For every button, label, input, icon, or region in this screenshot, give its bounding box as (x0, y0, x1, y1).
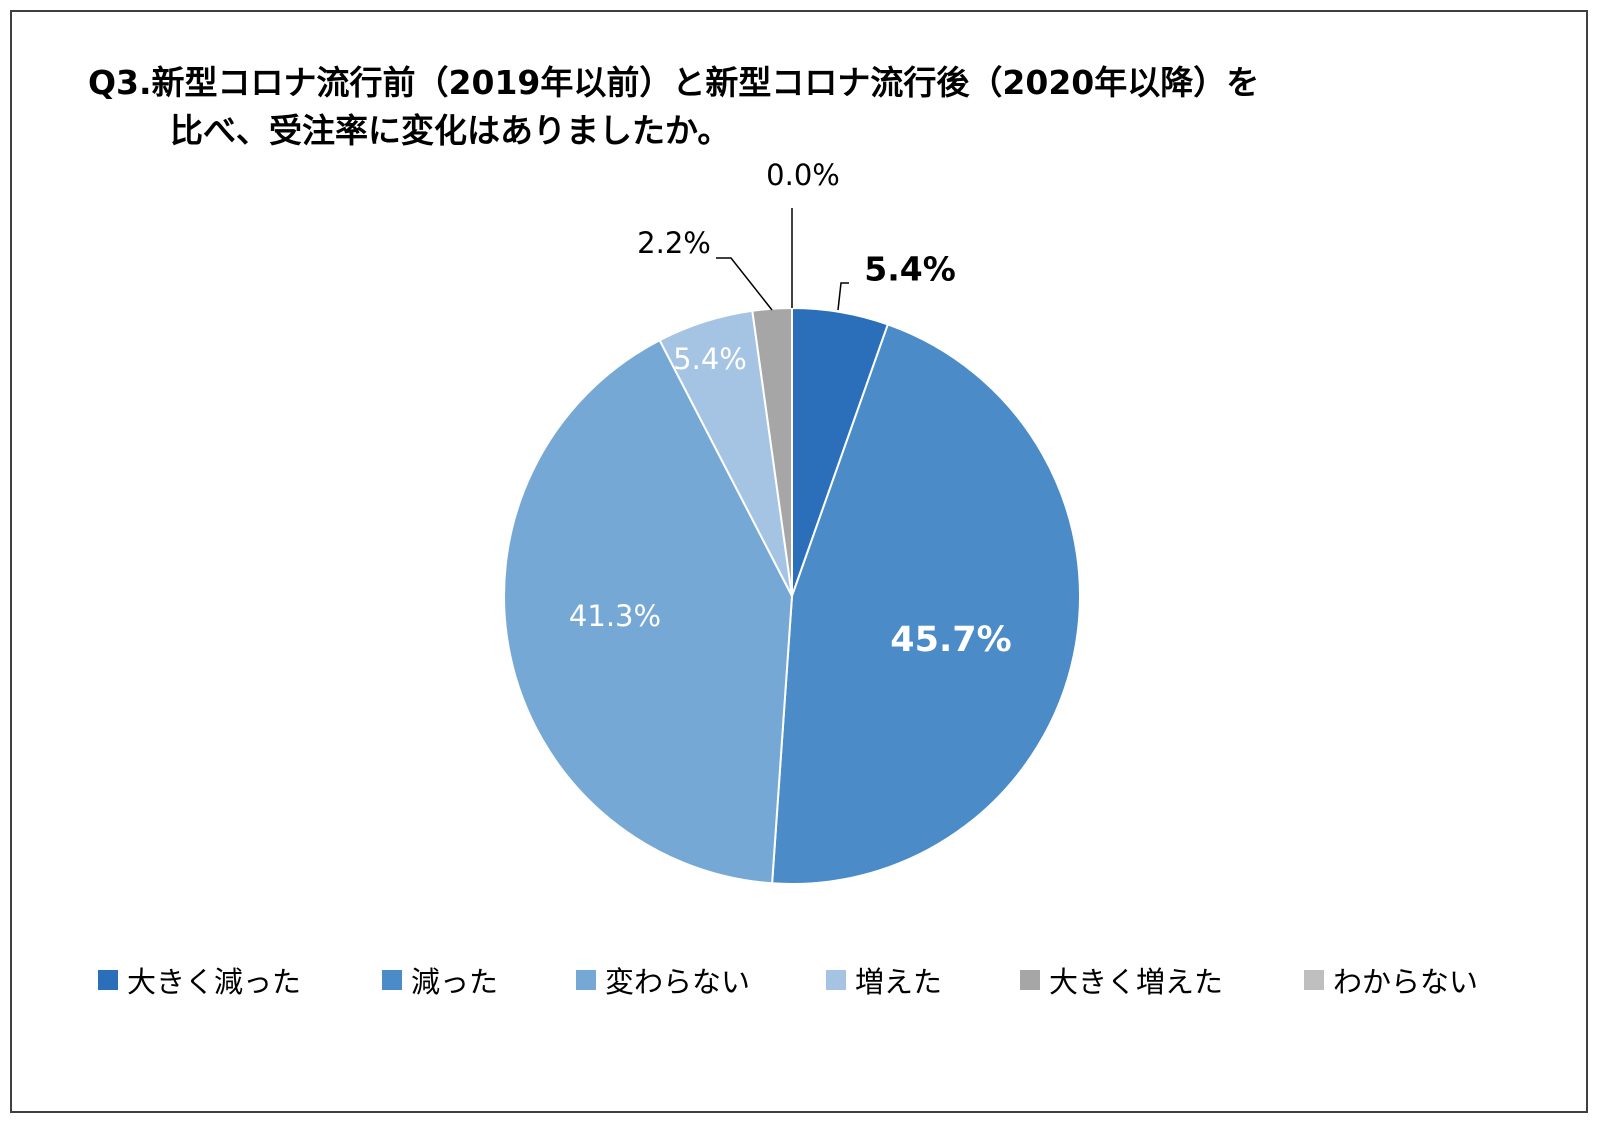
legend-label-no-change: 変わらない (605, 965, 751, 999)
legend-swatch-unknown (1304, 970, 1324, 990)
legend-swatch-decrease (382, 970, 402, 990)
data-label-no-change: 41.3% (569, 599, 661, 633)
legend-swatch-no-change (576, 970, 596, 990)
legend-item-unknown: わからない (1304, 960, 1478, 1000)
legend-item-decrease: 減った (382, 960, 498, 1000)
legend-label-large-increase: 大きく増えた (1049, 965, 1224, 999)
legend-label-increase: 増えた (855, 965, 943, 999)
data-label-increase: 5.4% (673, 342, 747, 376)
legend-label-large-decrease: 大きく減った (127, 965, 302, 999)
leader-line-large-decrease (837, 282, 849, 311)
chart-title-line2: 比べ、受注率に変化はありましたか。 (170, 111, 731, 150)
legend-swatch-large-increase (1020, 970, 1040, 990)
data-label-decrease: 45.7% (890, 620, 1011, 660)
legend-swatch-increase (826, 970, 846, 990)
pie-slice-no-change (503, 338, 794, 885)
legend-item-increase: 増えた (826, 960, 942, 1000)
data-label-large-decrease: 5.4% (864, 250, 956, 289)
data-label-unknown: 0.0% (766, 158, 840, 192)
data-label-large-increase: 2.2% (637, 226, 711, 260)
pie-slice-decrease (771, 323, 1081, 885)
leader-line-large-increase (716, 257, 773, 311)
legend-item-large-decrease: 大きく減った (98, 960, 301, 1000)
legend: 大きく減った 減った 変わらない 増えた 大きく増えた わからない (98, 960, 1538, 1000)
legend-label-decrease: 減った (411, 965, 499, 999)
legend-label-unknown: わからない (1333, 965, 1479, 999)
legend-item-no-change: 変わらない (576, 960, 750, 1000)
legend-item-large-increase: 大きく増えた (1020, 960, 1223, 1000)
legend-swatch-large-decrease (98, 970, 118, 990)
chart-title: Q3.新型コロナ流行前（2019年以前）と新型コロナ流行後（2020年以降）を (88, 63, 1260, 102)
